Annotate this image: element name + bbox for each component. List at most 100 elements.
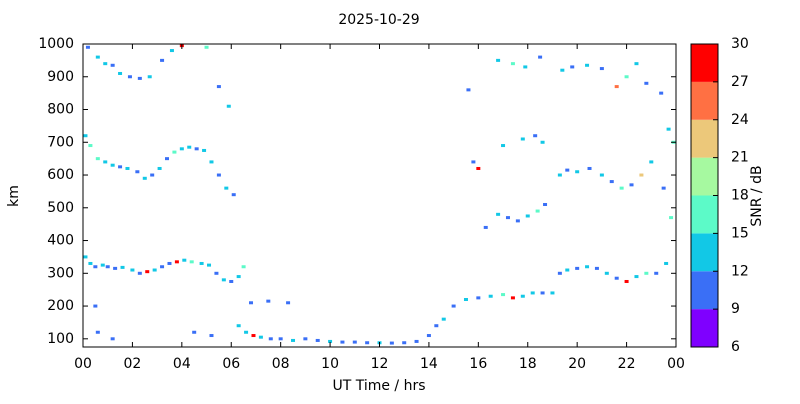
data-point bbox=[624, 75, 629, 79]
data-point bbox=[226, 104, 231, 108]
data-point bbox=[179, 147, 184, 151]
data-point bbox=[216, 85, 221, 89]
data-point bbox=[520, 137, 525, 141]
x-tick-label: 00 bbox=[667, 356, 685, 372]
data-point bbox=[172, 150, 177, 154]
y-axis-label: km bbox=[6, 185, 22, 207]
data-point bbox=[488, 294, 493, 298]
data-point bbox=[463, 298, 468, 302]
data-point bbox=[268, 337, 273, 341]
data-point bbox=[244, 330, 249, 334]
data-point bbox=[127, 75, 132, 79]
data-point bbox=[644, 81, 649, 85]
plot-frame bbox=[82, 43, 677, 348]
data-point bbox=[125, 166, 130, 170]
data-point bbox=[538, 55, 543, 59]
data-point bbox=[142, 176, 147, 180]
data-point bbox=[241, 265, 246, 269]
data-point bbox=[476, 166, 481, 170]
data-point bbox=[83, 134, 88, 138]
colorbar-tick-label: 12 bbox=[731, 263, 749, 279]
data-point bbox=[286, 301, 291, 305]
colorbar-label: SNR / dB bbox=[749, 165, 765, 226]
data-point bbox=[303, 337, 308, 341]
data-point bbox=[523, 65, 528, 69]
chart-title: 2025-10-29 bbox=[338, 12, 419, 28]
data-point bbox=[229, 279, 234, 283]
y-tick-label: 500 bbox=[47, 200, 74, 216]
data-point bbox=[639, 173, 644, 177]
data-point bbox=[135, 170, 140, 174]
colorbar-band bbox=[691, 195, 718, 234]
x-tick-label: 10 bbox=[321, 356, 339, 372]
data-point bbox=[130, 268, 135, 272]
data-point bbox=[266, 299, 271, 303]
data-point bbox=[402, 341, 407, 345]
data-point bbox=[167, 261, 172, 265]
data-point bbox=[95, 330, 100, 334]
data-point bbox=[352, 340, 357, 344]
y-tick-label: 200 bbox=[47, 298, 74, 314]
data-point bbox=[614, 85, 619, 89]
x-tick-label: 00 bbox=[74, 356, 92, 372]
data-point bbox=[575, 266, 580, 270]
data-point bbox=[278, 337, 283, 341]
data-point bbox=[441, 317, 446, 321]
data-point bbox=[157, 166, 162, 170]
data-point bbox=[118, 71, 123, 75]
data-point bbox=[93, 304, 98, 308]
data-point bbox=[434, 324, 439, 328]
colorbar-tick-label: 21 bbox=[731, 150, 749, 166]
data-point bbox=[483, 225, 488, 229]
data-point bbox=[389, 341, 394, 345]
data-point bbox=[187, 145, 192, 149]
y-tick-label: 600 bbox=[47, 167, 74, 183]
data-point bbox=[550, 291, 555, 295]
data-point bbox=[557, 173, 562, 177]
x-tick-label: 16 bbox=[469, 356, 487, 372]
data-point bbox=[570, 65, 575, 69]
data-point bbox=[145, 270, 150, 274]
data-point bbox=[414, 339, 419, 343]
data-point bbox=[496, 58, 501, 62]
data-point bbox=[557, 271, 562, 275]
data-point bbox=[666, 127, 671, 131]
data-point bbox=[251, 334, 256, 338]
data-point bbox=[629, 183, 634, 187]
data-point bbox=[88, 261, 93, 265]
data-point bbox=[661, 186, 666, 190]
y-tick-label: 900 bbox=[47, 69, 74, 85]
data-point bbox=[328, 339, 333, 343]
data-point bbox=[174, 260, 179, 264]
x-tick-label: 12 bbox=[371, 356, 389, 372]
data-point bbox=[214, 271, 219, 275]
x-tick-label: 08 bbox=[272, 356, 290, 372]
data-point bbox=[120, 265, 125, 269]
data-point bbox=[110, 163, 115, 167]
data-point bbox=[543, 203, 548, 207]
data-point bbox=[644, 271, 649, 275]
data-point bbox=[520, 294, 525, 298]
data-point bbox=[137, 76, 142, 80]
data-point bbox=[585, 63, 590, 67]
data-point bbox=[147, 75, 152, 79]
data-point bbox=[619, 186, 624, 190]
data-point bbox=[192, 330, 197, 334]
x-tick-label: 20 bbox=[568, 356, 586, 372]
y-tick-label: 700 bbox=[47, 134, 74, 150]
colorbar-tick-label: 27 bbox=[731, 74, 749, 90]
data-point bbox=[587, 166, 592, 170]
data-point bbox=[182, 258, 187, 262]
data-point bbox=[560, 68, 565, 72]
data-point bbox=[236, 275, 241, 279]
y-tick-label: 400 bbox=[47, 233, 74, 249]
data-point bbox=[365, 341, 370, 345]
y-tick-label: 800 bbox=[47, 102, 74, 118]
data-point bbox=[496, 212, 501, 216]
data-point bbox=[85, 45, 90, 49]
data-point bbox=[501, 293, 506, 297]
data-point bbox=[515, 219, 520, 223]
colorbar-tick-label: 30 bbox=[731, 36, 749, 52]
data-point bbox=[614, 276, 619, 280]
